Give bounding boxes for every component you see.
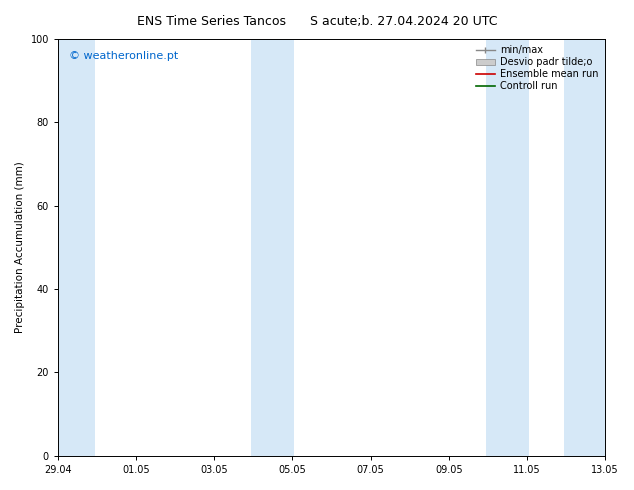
Text: ENS Time Series Tancos      S acute;b. 27.04.2024 20 UTC: ENS Time Series Tancos S acute;b. 27.04.…: [137, 15, 497, 28]
Y-axis label: Precipitation Accumulation (mm): Precipitation Accumulation (mm): [15, 161, 25, 333]
Text: © weatheronline.pt: © weatheronline.pt: [69, 51, 178, 61]
Bar: [486, 39, 529, 456]
Legend: min/max, Desvio padr tilde;o, Ensemble mean run, Controll run: min/max, Desvio padr tilde;o, Ensemble m…: [472, 42, 602, 95]
Bar: [56, 39, 95, 456]
Bar: [252, 39, 294, 456]
Bar: [564, 39, 607, 456]
